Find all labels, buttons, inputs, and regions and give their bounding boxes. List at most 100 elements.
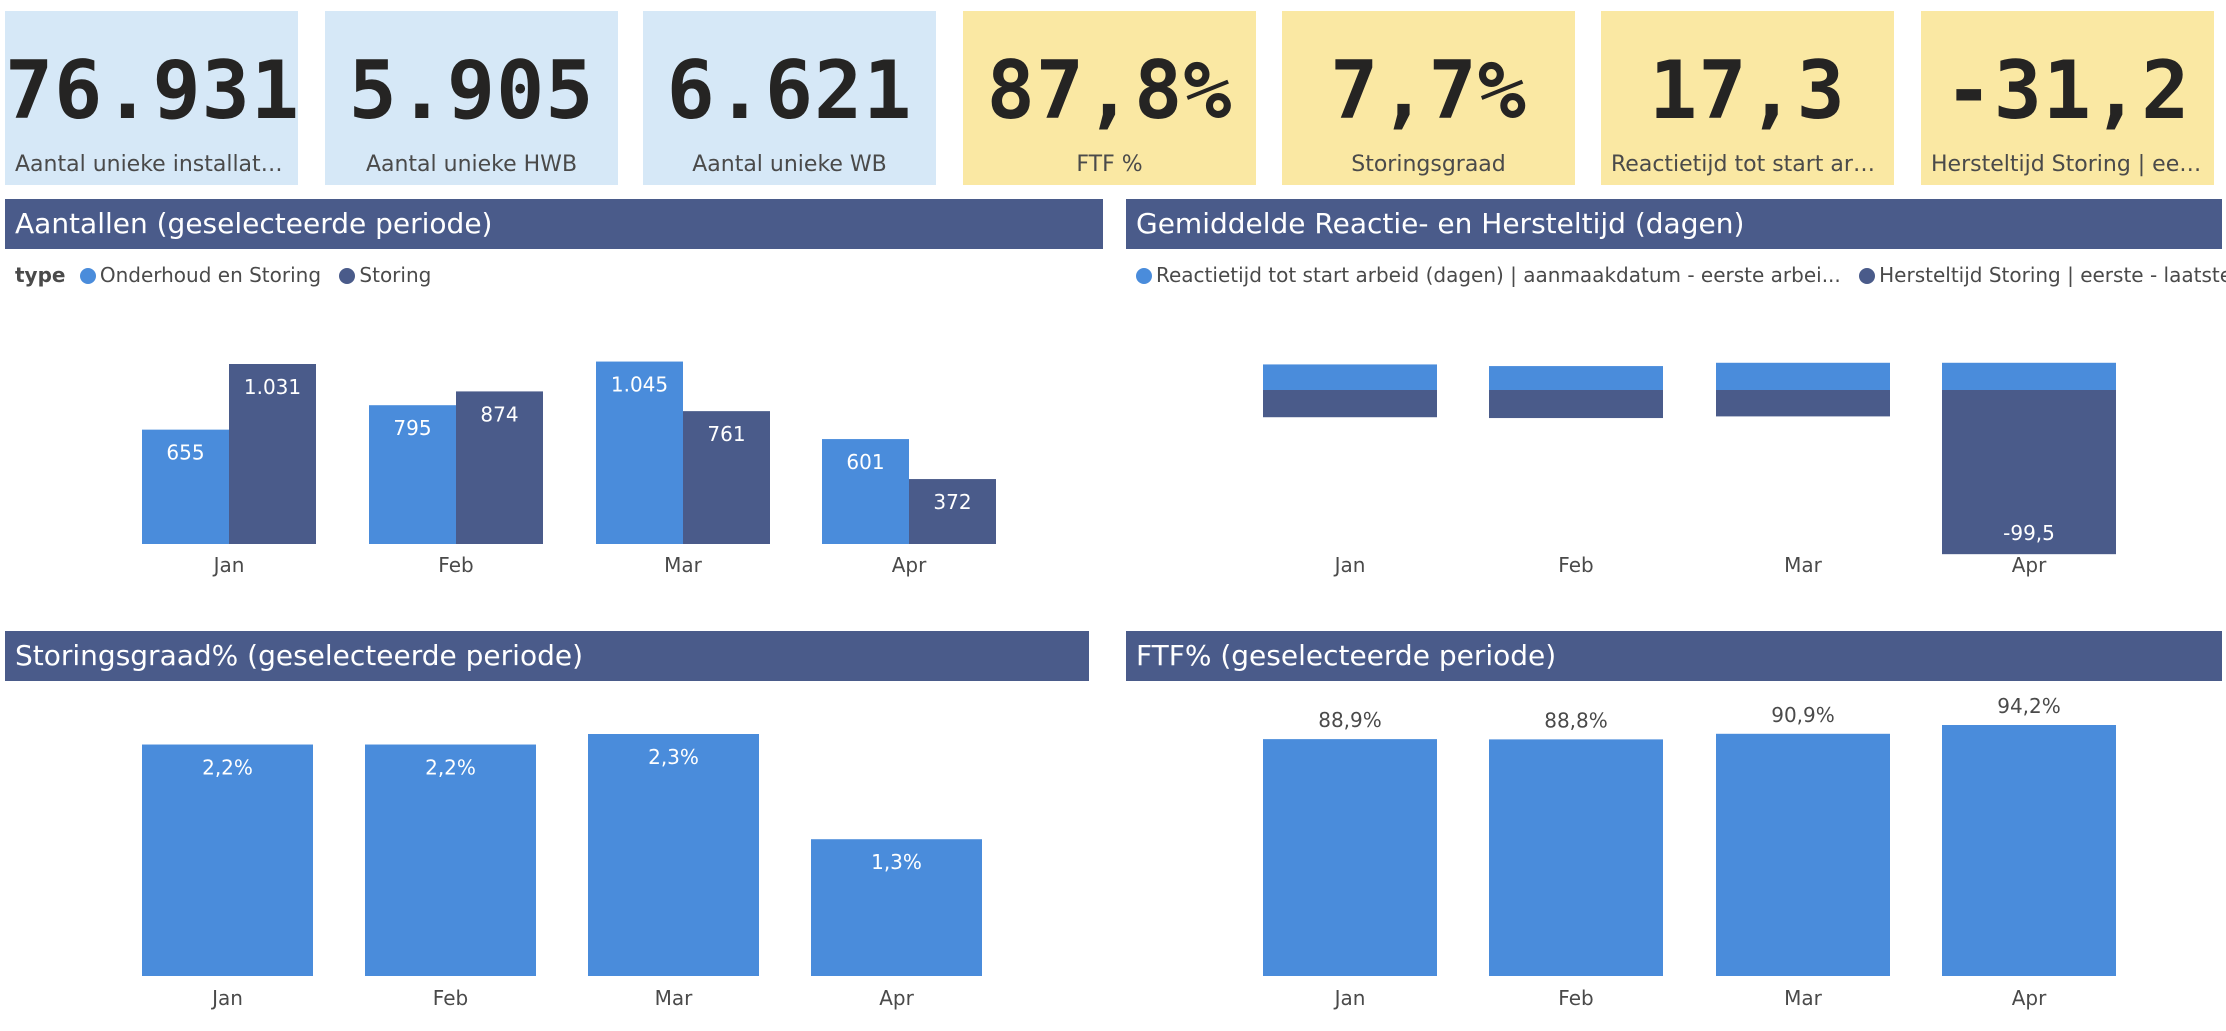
x-tick-label: Apr bbox=[2012, 986, 2047, 1010]
legend-item-hersteltijd[interactable]: Hersteltijd Storing | eerste - laatste a… bbox=[1859, 261, 2226, 289]
kpi-card[interactable]: 7,7% Storingsgraad bbox=[1282, 11, 1575, 185]
reactie-legend: Reactietijd tot start arbeid (dagen) | a… bbox=[1136, 261, 2226, 289]
data-label: -99,5 bbox=[2003, 521, 2055, 545]
x-tick-label: Mar bbox=[1784, 986, 1823, 1010]
data-label: 88,9% bbox=[1318, 708, 1382, 732]
bar bbox=[1716, 733, 1890, 976]
kpi-label: Reactietijd tot start arbei... bbox=[1611, 152, 1884, 177]
x-tick-label: Mar bbox=[664, 553, 703, 577]
x-tick-label: Feb bbox=[1558, 553, 1593, 577]
legend-dot-icon bbox=[1136, 268, 1152, 284]
bar bbox=[142, 744, 313, 976]
kpi-value: 17,3 bbox=[1649, 44, 1846, 137]
storingsgraad-title: Storingsgraad% (geselecteerde periode) bbox=[5, 631, 1089, 681]
kpi-value: 76.931 bbox=[5, 44, 298, 137]
legend-title: type bbox=[15, 263, 66, 287]
kpi-card[interactable]: 6.621 Aantal unieke WB bbox=[643, 11, 936, 185]
aantallen-chart: 655 1.031 Jan 795 874 Feb 1.045 761 Mar 601 372 Apr bbox=[142, 361, 996, 577]
bar bbox=[1942, 390, 2116, 555]
bar bbox=[142, 429, 229, 544]
bar bbox=[1942, 725, 2116, 976]
ftf-chart: 88,9% Jan 88,8% Feb 90,9% Mar 94,2% Apr bbox=[1263, 694, 2116, 1010]
data-label: 2,2% bbox=[202, 756, 253, 780]
bar bbox=[811, 839, 982, 976]
aantallen-legend: type Onderhoud en Storing Storing bbox=[15, 261, 443, 289]
bar bbox=[229, 364, 316, 544]
x-tick-label: Jan bbox=[210, 986, 243, 1010]
bar bbox=[1942, 362, 2116, 390]
data-label: 2,2% bbox=[425, 756, 476, 780]
bar bbox=[1263, 390, 1437, 418]
kpi-value: 7,7% bbox=[1330, 44, 1527, 137]
data-label: 1,3% bbox=[871, 850, 922, 874]
data-label: 1.031 bbox=[244, 375, 301, 399]
legend-label: Reactietijd tot start arbeid (dagen) | a… bbox=[1156, 263, 1841, 287]
x-tick-label: Apr bbox=[2012, 553, 2047, 577]
x-tick-label: Mar bbox=[655, 986, 694, 1010]
kpi-label: Storingsgraad bbox=[1351, 152, 1506, 177]
bar bbox=[1263, 739, 1437, 976]
reactie-title: Gemiddelde Reactie- en Hersteltijd (dage… bbox=[1126, 199, 2222, 249]
data-label: 761 bbox=[707, 422, 745, 446]
kpi-card[interactable]: 76.931 Aantal unieke installaties bbox=[5, 11, 298, 185]
kpi-value: 87,8% bbox=[986, 44, 1233, 137]
data-label: 2,3% bbox=[648, 745, 699, 769]
kpi-label: Aantal unieke installaties bbox=[15, 152, 288, 177]
x-tick-label: Mar bbox=[1784, 553, 1823, 577]
data-label: 601 bbox=[846, 450, 884, 474]
kpi-card[interactable]: -31,2 Hersteltijd Storing | eerst... bbox=[1921, 11, 2214, 185]
bar bbox=[456, 391, 543, 544]
kpi-card[interactable]: 17,3 Reactietijd tot start arbei... bbox=[1601, 11, 1894, 185]
kpi-label: FTF % bbox=[1076, 152, 1143, 177]
data-label: 1.045 bbox=[611, 373, 668, 397]
legend-dot-icon bbox=[1859, 268, 1876, 284]
data-label: 655 bbox=[166, 441, 204, 465]
x-tick-label: Feb bbox=[438, 553, 473, 577]
kpi-value: -31,2 bbox=[1944, 44, 2191, 137]
kpi-label: Aantal unieke HWB bbox=[365, 152, 578, 177]
kpi-value: 5.905 bbox=[348, 44, 595, 137]
x-tick-label: Apr bbox=[892, 553, 927, 577]
legend-item-storing[interactable]: Storing bbox=[339, 261, 431, 289]
bar bbox=[1489, 739, 1663, 976]
x-tick-label: Jan bbox=[1333, 986, 1366, 1010]
bar bbox=[1489, 390, 1663, 419]
legend-label: Hersteltijd Storing | eerste - laatste a… bbox=[1879, 263, 2226, 287]
x-tick-label: Apr bbox=[879, 986, 914, 1010]
x-tick-label: Jan bbox=[1333, 553, 1366, 577]
bar bbox=[1489, 366, 1663, 390]
bar bbox=[369, 405, 456, 544]
data-label: 795 bbox=[393, 416, 431, 440]
x-tick-label: Feb bbox=[1558, 986, 1593, 1010]
kpi-label: Aantal unieke WB bbox=[692, 152, 887, 177]
legend-item-reactietijd[interactable]: Reactietijd tot start arbeid (dagen) | a… bbox=[1136, 261, 1841, 289]
reactie-chart: Jan Feb Mar -99,5 Apr bbox=[1263, 362, 2116, 577]
kpi-value: 6.621 bbox=[666, 44, 913, 137]
legend-label: Onderhoud en Storing bbox=[99, 263, 322, 287]
storingsgraad-chart: 2,2% Jan 2,2% Feb 2,3% Mar 1,3% Apr bbox=[142, 734, 982, 1010]
data-label: 874 bbox=[480, 402, 518, 426]
bar bbox=[822, 439, 909, 544]
aantallen-title: Aantallen (geselecteerde periode) bbox=[5, 199, 1103, 249]
bar bbox=[1716, 362, 1890, 390]
bar bbox=[683, 411, 770, 544]
x-tick-label: Feb bbox=[433, 986, 468, 1010]
legend-item-onderhoud-en-storing[interactable]: Onderhoud en Storing bbox=[79, 261, 322, 289]
bar bbox=[588, 734, 759, 976]
bar bbox=[596, 361, 683, 544]
data-label: 88,8% bbox=[1544, 708, 1608, 732]
ftf-title: FTF% (geselecteerde periode) bbox=[1126, 631, 2222, 681]
x-tick-label: Jan bbox=[212, 553, 245, 577]
kpi-card[interactable]: 87,8% FTF % bbox=[963, 11, 1256, 185]
legend-label: Storing bbox=[359, 263, 432, 287]
bar bbox=[365, 744, 536, 976]
kpi-card[interactable]: 5.905 Aantal unieke HWB bbox=[325, 11, 618, 185]
bar bbox=[1263, 364, 1437, 390]
legend-dot-icon bbox=[339, 268, 356, 284]
bar bbox=[1716, 390, 1890, 417]
legend-dot-icon bbox=[79, 268, 96, 284]
data-label: 90,9% bbox=[1771, 703, 1835, 727]
bar bbox=[909, 479, 996, 544]
data-label: 94,2% bbox=[1997, 694, 2061, 718]
kpi-label: Hersteltijd Storing | eerst... bbox=[1931, 152, 2204, 177]
